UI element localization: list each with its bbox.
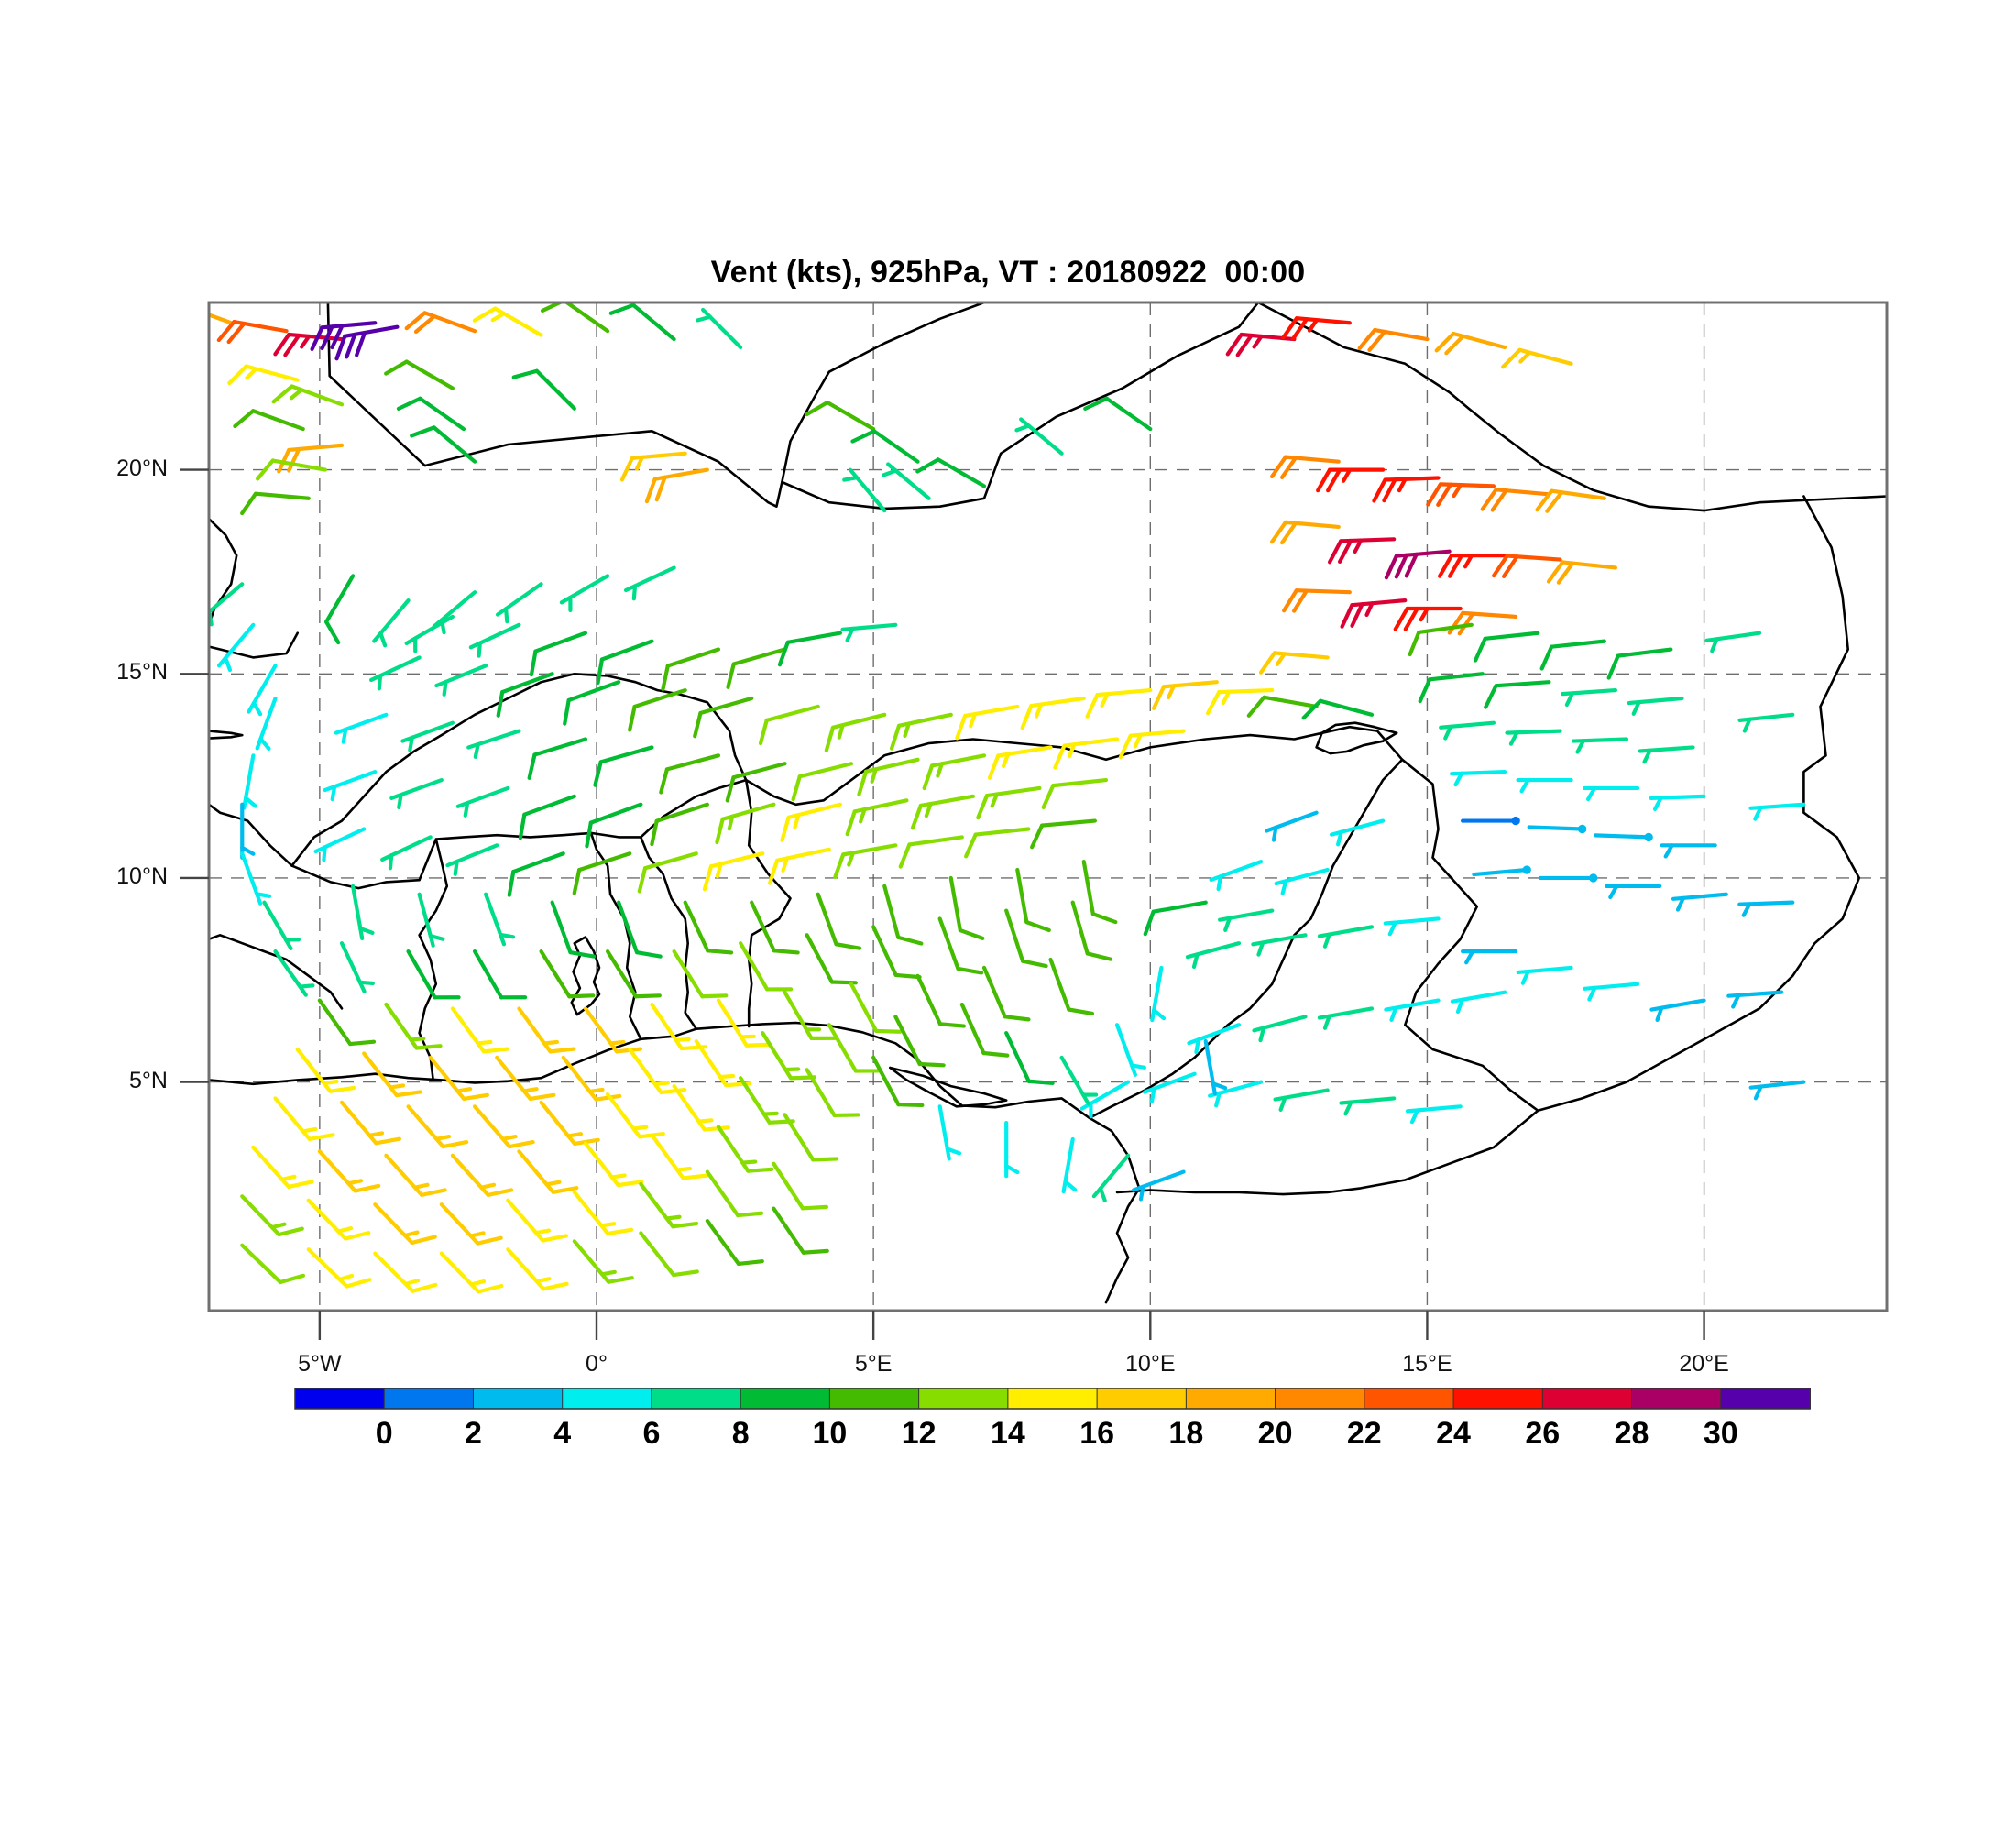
colorbar-tick-label: 16 <box>1079 1416 1115 1451</box>
colorbar-tick-label: 24 <box>1436 1416 1471 1451</box>
colorbar-tick-label: 0 <box>375 1416 393 1451</box>
colorbar-tick-label: 26 <box>1525 1416 1561 1451</box>
colorbar-tick-label: 6 <box>642 1416 661 1451</box>
colorbar-tick-label: 10 <box>812 1416 848 1451</box>
colorbar-tick-label: 14 <box>990 1416 1025 1451</box>
x-axis-tick-label: 15°E <box>1402 1351 1452 1377</box>
x-axis-tick-label: 0° <box>586 1351 608 1377</box>
y-axis-tick-label: 5°N <box>129 1067 168 1093</box>
colorbar-tick-label: 4 <box>553 1416 572 1451</box>
colorbar[interactable] <box>294 1388 1811 1410</box>
colorbar-tick-label: 28 <box>1614 1416 1649 1451</box>
x-axis-tick-label: 5°E <box>854 1351 893 1377</box>
x-axis-tick-label: 10°E <box>1125 1351 1176 1377</box>
wind-barbs-layer <box>209 302 1806 1294</box>
y-axis-tick-label: 20°N <box>116 455 168 481</box>
y-axis-tick-label: 10°N <box>116 862 168 889</box>
colorbar-tick-label: 30 <box>1703 1416 1738 1451</box>
figure-title: Vent (kts), 925hPa, VT : 20180922 00:00 <box>710 255 1306 290</box>
colorbar-tick-label: 8 <box>731 1416 750 1451</box>
colorbar-tick-label: 12 <box>901 1416 937 1451</box>
x-axis-tick-label: 5°W <box>298 1351 342 1377</box>
coastlines-and-borders <box>209 302 1887 1304</box>
y-axis-tick-label: 15°N <box>116 659 168 686</box>
x-axis-tick-label: 20°E <box>1679 1351 1729 1377</box>
colorbar-tick-label: 18 <box>1168 1416 1204 1451</box>
colorbar-tick-label: 20 <box>1257 1416 1293 1451</box>
axis-ticks <box>180 468 1705 1340</box>
plot-background <box>209 302 1887 1311</box>
plot-frame <box>207 301 1889 1312</box>
colorbar-tick-label: 22 <box>1346 1416 1382 1451</box>
colorbar-tick-label: 2 <box>465 1416 482 1451</box>
